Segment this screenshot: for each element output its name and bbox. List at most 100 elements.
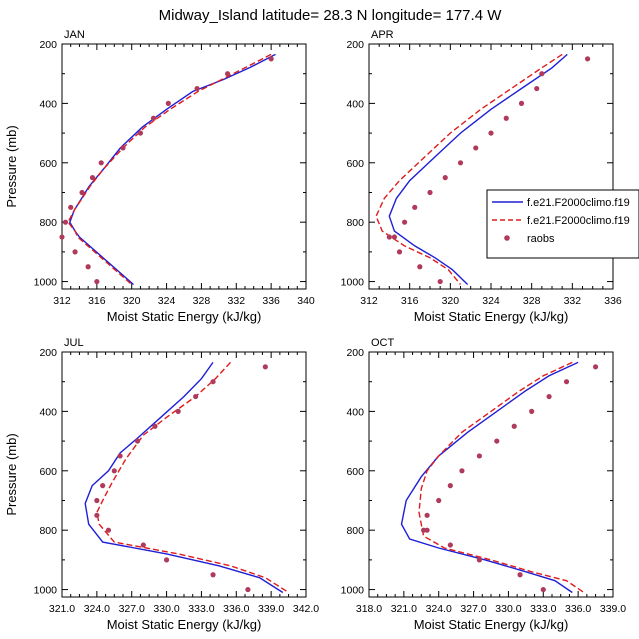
raobs-point <box>540 586 546 593</box>
x-tick-label: 328 <box>523 295 541 307</box>
series-line-dashed <box>96 361 289 594</box>
raobs-point <box>89 175 96 181</box>
raobs-point <box>473 145 479 151</box>
y-tick-label: 800 <box>39 525 57 537</box>
raobs-point <box>427 189 433 196</box>
raobs-point <box>94 278 100 285</box>
raobs-point <box>476 557 482 563</box>
panel-title: OCT <box>371 337 395 349</box>
raobs-point <box>391 234 398 240</box>
raobs-point <box>165 100 171 106</box>
legend-label: raobs <box>527 233 555 245</box>
panels: 312 316 320 324 328 332 336 340 200 400 600 800 1000… <box>4 29 626 632</box>
raobs-point <box>518 100 525 106</box>
series-line-dashed <box>375 53 563 285</box>
x-tick-label: 340 <box>297 295 315 307</box>
raobs-point <box>396 249 403 255</box>
panel-title: APR <box>371 29 394 41</box>
series-line-solid <box>388 53 568 286</box>
series-line-solid <box>84 361 284 594</box>
y-tick-label: 600 <box>39 158 57 170</box>
raobs-point <box>111 468 117 474</box>
plot-frame <box>61 351 307 598</box>
x-tick-label: 336 <box>604 295 622 307</box>
panel-0: 312 316 320 324 328 332 336 340 200 400 600 800 1000… <box>4 29 315 324</box>
raobs-point <box>476 453 482 459</box>
x-tick-label: 320 <box>442 295 460 307</box>
y-tick-label: 400 <box>39 98 57 110</box>
y-tick-label: 600 <box>346 466 364 478</box>
x-axis-label: Moist Static Energy (kJ/kg) <box>107 309 262 324</box>
x-tick-label: 339.0 <box>258 603 284 615</box>
raobs-point <box>442 175 448 181</box>
x-tick-label: 336.0 <box>565 603 591 615</box>
raobs-point <box>386 234 392 240</box>
x-tick-label: 336.0 <box>223 603 249 615</box>
raobs-point <box>424 527 430 533</box>
x-tick-label: 321.0 <box>49 603 75 615</box>
x-tick-label: 316 <box>401 295 419 307</box>
raobs-point <box>436 497 442 504</box>
legend: f.e21.F2000climo.f19 f.e21.F2000climo.f19… <box>486 189 639 259</box>
raobs-point <box>417 264 423 270</box>
y-tick-label: 800 <box>39 217 57 229</box>
y-axis-label: Pressure (mb) <box>4 433 19 515</box>
raobs-point <box>412 204 418 210</box>
legend-marker-dot <box>504 235 510 241</box>
x-tick-label: 324 <box>482 295 500 307</box>
raobs-point <box>85 264 91 270</box>
raobs-point <box>459 468 465 474</box>
raobs-point <box>100 483 106 489</box>
series-line-solid <box>69 53 276 286</box>
raobs-point <box>210 572 216 578</box>
x-tick-label: 324.0 <box>84 603 110 615</box>
y-tick-label: 1000 <box>341 585 365 597</box>
raobs-point <box>150 115 157 121</box>
y-tick-label: 600 <box>346 158 364 170</box>
panel-3: 318.0 321.0 324.0 327.0 330.0 333.0 336.0 339.0… <box>341 337 627 632</box>
y-tick-label: 600 <box>39 466 57 478</box>
plot-frame <box>368 351 614 598</box>
raobs-point <box>529 408 535 414</box>
y-tick-label: 400 <box>39 406 57 418</box>
raobs-point <box>194 85 200 92</box>
raobs-point <box>72 249 78 255</box>
raobs-point <box>152 423 158 429</box>
raobs-point <box>447 483 453 489</box>
x-tick-label: 332 <box>564 295 582 307</box>
x-tick-label: 330.0 <box>153 603 179 615</box>
raobs-point <box>59 234 65 240</box>
x-axis-label: Moist Static Energy (kJ/kg) <box>107 617 262 632</box>
x-tick-label: 320 <box>123 295 141 307</box>
y-tick-label: 800 <box>346 217 364 229</box>
x-tick-label: 312 <box>53 295 71 307</box>
raobs-point <box>503 115 509 121</box>
raobs-point <box>120 145 126 151</box>
figure-title: Midway_Island latitude= 28.3 N longitude… <box>159 7 503 24</box>
raobs-point <box>457 160 464 166</box>
raobs-point <box>424 512 430 518</box>
raobs-point <box>134 438 141 444</box>
x-tick-label: 333.0 <box>188 603 214 615</box>
panel-title: JUL <box>64 337 84 349</box>
raobs-point <box>584 56 591 62</box>
raobs-point <box>62 219 69 225</box>
panel-1: 312 316 320 324 328 332 336 200 400 600 800 1000 APR… <box>341 29 622 324</box>
y-tick-label: 1000 <box>34 585 58 597</box>
x-tick-label: 318.0 <box>356 603 382 615</box>
x-tick-label: 324.0 <box>426 603 452 615</box>
raobs-point <box>437 278 443 285</box>
y-tick-label: 1000 <box>34 277 58 289</box>
raobs-point <box>68 204 74 210</box>
raobs-point <box>79 189 85 196</box>
y-tick-label: 200 <box>39 347 57 359</box>
x-tick-label: 336 <box>262 295 280 307</box>
raobs-point <box>546 393 552 400</box>
series-line-solid <box>400 361 579 594</box>
raobs-point <box>140 542 146 548</box>
x-tick-label: 330.0 <box>495 603 521 615</box>
panel-2: 321.0 324.0 327.0 330.0 333.0 336.0 339.0 342.0… <box>4 337 319 632</box>
y-tick-label: 800 <box>346 525 364 537</box>
raobs-point <box>494 438 500 444</box>
